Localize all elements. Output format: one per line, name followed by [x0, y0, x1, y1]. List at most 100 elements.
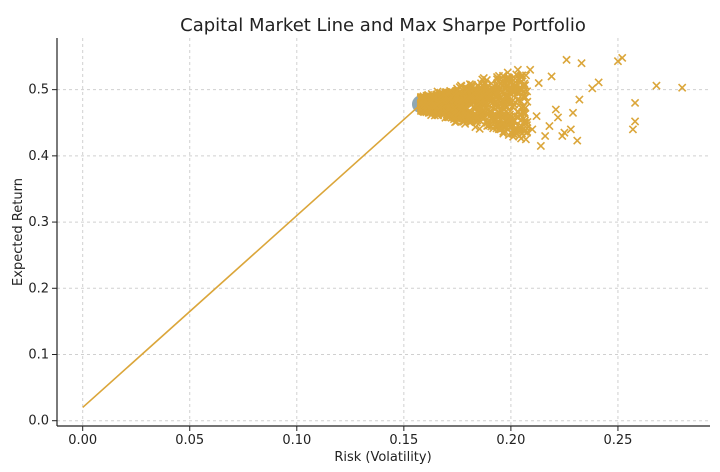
- portfolio-point: [460, 119, 470, 128]
- portfolio-point: [498, 103, 508, 112]
- y-tick-label: 0.0: [28, 414, 49, 429]
- portfolio-point: [492, 72, 502, 82]
- portfolio-point: [475, 124, 484, 134]
- portfolio-point: [465, 117, 474, 127]
- portfolio-point: [503, 68, 512, 77]
- portfolio-point: [431, 101, 440, 111]
- portfolio-point: [540, 131, 550, 141]
- portfolio-point: [528, 125, 537, 134]
- portfolio-point: [498, 71, 508, 80]
- axes: [56, 38, 710, 427]
- portfolio-point: [498, 82, 507, 91]
- portfolio-point: [588, 84, 597, 93]
- portfolio-point: [460, 103, 470, 113]
- portfolio-point: [498, 118, 508, 127]
- portfolio-point: [678, 83, 687, 92]
- portfolio-point: [553, 113, 563, 122]
- portfolio-point: [511, 123, 521, 133]
- x-tick-label: 0.00: [68, 433, 97, 448]
- portfolio-point: [575, 95, 584, 104]
- portfolio-point: [487, 108, 496, 117]
- portfolio-point: [517, 73, 526, 82]
- portfolio-point: [433, 110, 443, 119]
- portfolio-point: [482, 118, 491, 127]
- portfolio-point: [512, 70, 521, 79]
- portfolio-point: [505, 114, 514, 123]
- portfolio-point: [630, 117, 640, 126]
- portfolio-point: [594, 78, 603, 87]
- portfolio-point: [435, 103, 445, 113]
- y-axis-label: Expected Return: [11, 178, 26, 286]
- portfolio-point: [443, 112, 452, 122]
- portfolio-point: [536, 141, 546, 151]
- portfolio-point: [471, 102, 481, 111]
- portfolio-point: [451, 86, 460, 96]
- portfolio-point: [532, 111, 541, 121]
- portfolio-point: [551, 105, 561, 114]
- portfolio-point: [475, 87, 485, 97]
- portfolio-point: [492, 90, 501, 100]
- portfolio-point: [475, 109, 484, 118]
- x-tick-label: 0.10: [282, 433, 311, 448]
- portfolio-cloud: [411, 65, 532, 143]
- x-tick-label: 0.20: [496, 433, 525, 448]
- y-tick-label: 0.4: [28, 149, 49, 164]
- portfolio-point: [468, 82, 478, 91]
- portfolio-point: [499, 111, 509, 120]
- portfolio-point: [519, 107, 528, 116]
- portfolio-point: [566, 125, 576, 134]
- portfolio-point: [482, 82, 491, 92]
- portfolio-point: [499, 95, 509, 105]
- portfolio-point: [547, 72, 556, 81]
- portfolio-point: [504, 130, 513, 140]
- portfolio-point: [501, 122, 511, 131]
- y-ticks: 0.0 0.1 0.2 0.3 0.4 0.5: [28, 83, 57, 429]
- portfolio-point: [512, 79, 522, 89]
- portfolio-point: [436, 92, 446, 101]
- portfolio-point: [506, 78, 515, 88]
- grid: [57, 38, 710, 426]
- y-tick-label: 0.3: [28, 215, 49, 230]
- portfolio-point: [492, 111, 501, 121]
- portfolio-point: [534, 78, 543, 88]
- portfolio-point: [562, 55, 571, 65]
- portfolio-point: [445, 95, 454, 105]
- portfolio-point: [466, 111, 476, 121]
- portfolio-point: [513, 65, 523, 74]
- portfolio-point: [630, 98, 640, 108]
- portfolio-point: [613, 57, 623, 66]
- portfolio-point: [496, 125, 505, 134]
- x-axis-label: Risk (Volatility): [334, 450, 431, 465]
- portfolio-point: [492, 81, 501, 90]
- portfolio-point: [522, 121, 532, 130]
- portfolio-point: [652, 81, 661, 90]
- portfolio-point: [480, 97, 490, 107]
- portfolio-point: [509, 127, 518, 136]
- portfolio-point: [558, 131, 567, 141]
- portfolio-point: [628, 125, 638, 134]
- portfolio-point: [522, 87, 532, 96]
- portfolio-point: [515, 131, 524, 141]
- x-ticks: 0.00 0.05 0.10 0.15 0.20 0.25: [68, 426, 632, 448]
- portfolio-point: [485, 108, 494, 117]
- portfolio-point: [519, 92, 528, 101]
- portfolio-point: [487, 79, 496, 88]
- portfolio-point: [485, 89, 495, 99]
- x-tick-label: 0.05: [175, 433, 204, 448]
- portfolio-point: [508, 87, 517, 97]
- portfolio-point: [512, 126, 521, 135]
- y-tick-label: 0.2: [28, 281, 49, 296]
- portfolio-point: [451, 89, 460, 98]
- portfolio-point: [573, 136, 582, 145]
- portfolio-point: [444, 88, 453, 97]
- portfolio-point: [418, 107, 428, 116]
- y-tick-label: 0.5: [28, 83, 49, 98]
- x-tick-label: 0.15: [389, 433, 418, 448]
- portfolio-point: [545, 121, 554, 131]
- portfolio-point: [525, 65, 535, 74]
- portfolio-point: [505, 92, 514, 102]
- y-tick-label: 0.1: [28, 347, 49, 362]
- chart-title: Capital Market Line and Max Sharpe Portf…: [180, 15, 586, 36]
- portfolio-point: [488, 120, 497, 129]
